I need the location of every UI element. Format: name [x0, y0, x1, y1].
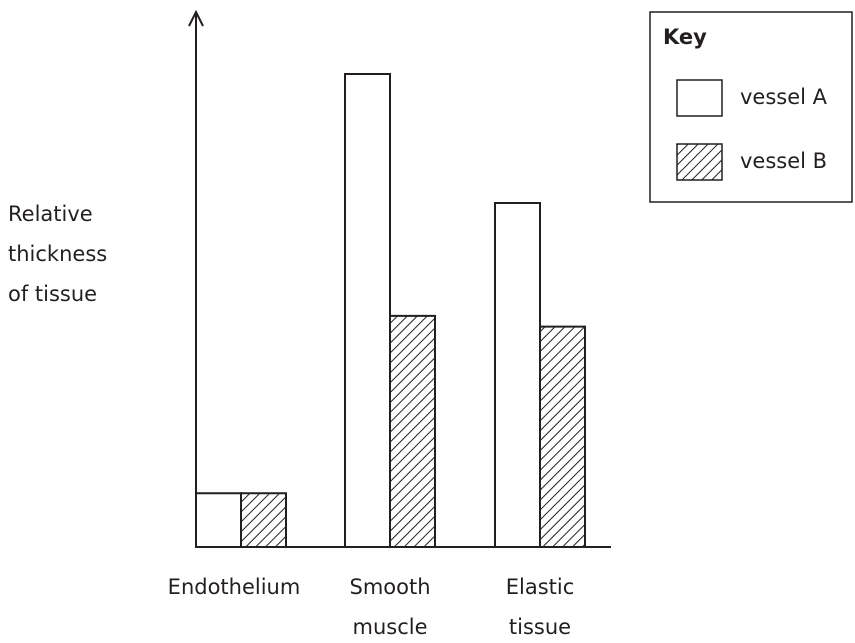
bar — [494, 202, 541, 548]
y-axis-label: Relative thickness of tissue — [8, 202, 107, 306]
x-tick-label: Endothelium — [168, 575, 301, 599]
axis-arrow — [188, 9, 204, 27]
legend-swatch — [676, 79, 723, 117]
bar — [389, 314, 436, 548]
bar — [240, 492, 287, 548]
legend-label: vessel A — [740, 85, 828, 109]
bar — [344, 73, 391, 548]
bar — [195, 492, 242, 548]
x-tick-label: Elastic tissue — [506, 575, 575, 639]
legend-title: Key — [663, 25, 707, 49]
legend-swatch — [676, 143, 723, 181]
x-tick-label: Smooth muscle — [349, 575, 430, 639]
legend-label: vessel B — [740, 149, 827, 173]
bar — [539, 325, 586, 548]
